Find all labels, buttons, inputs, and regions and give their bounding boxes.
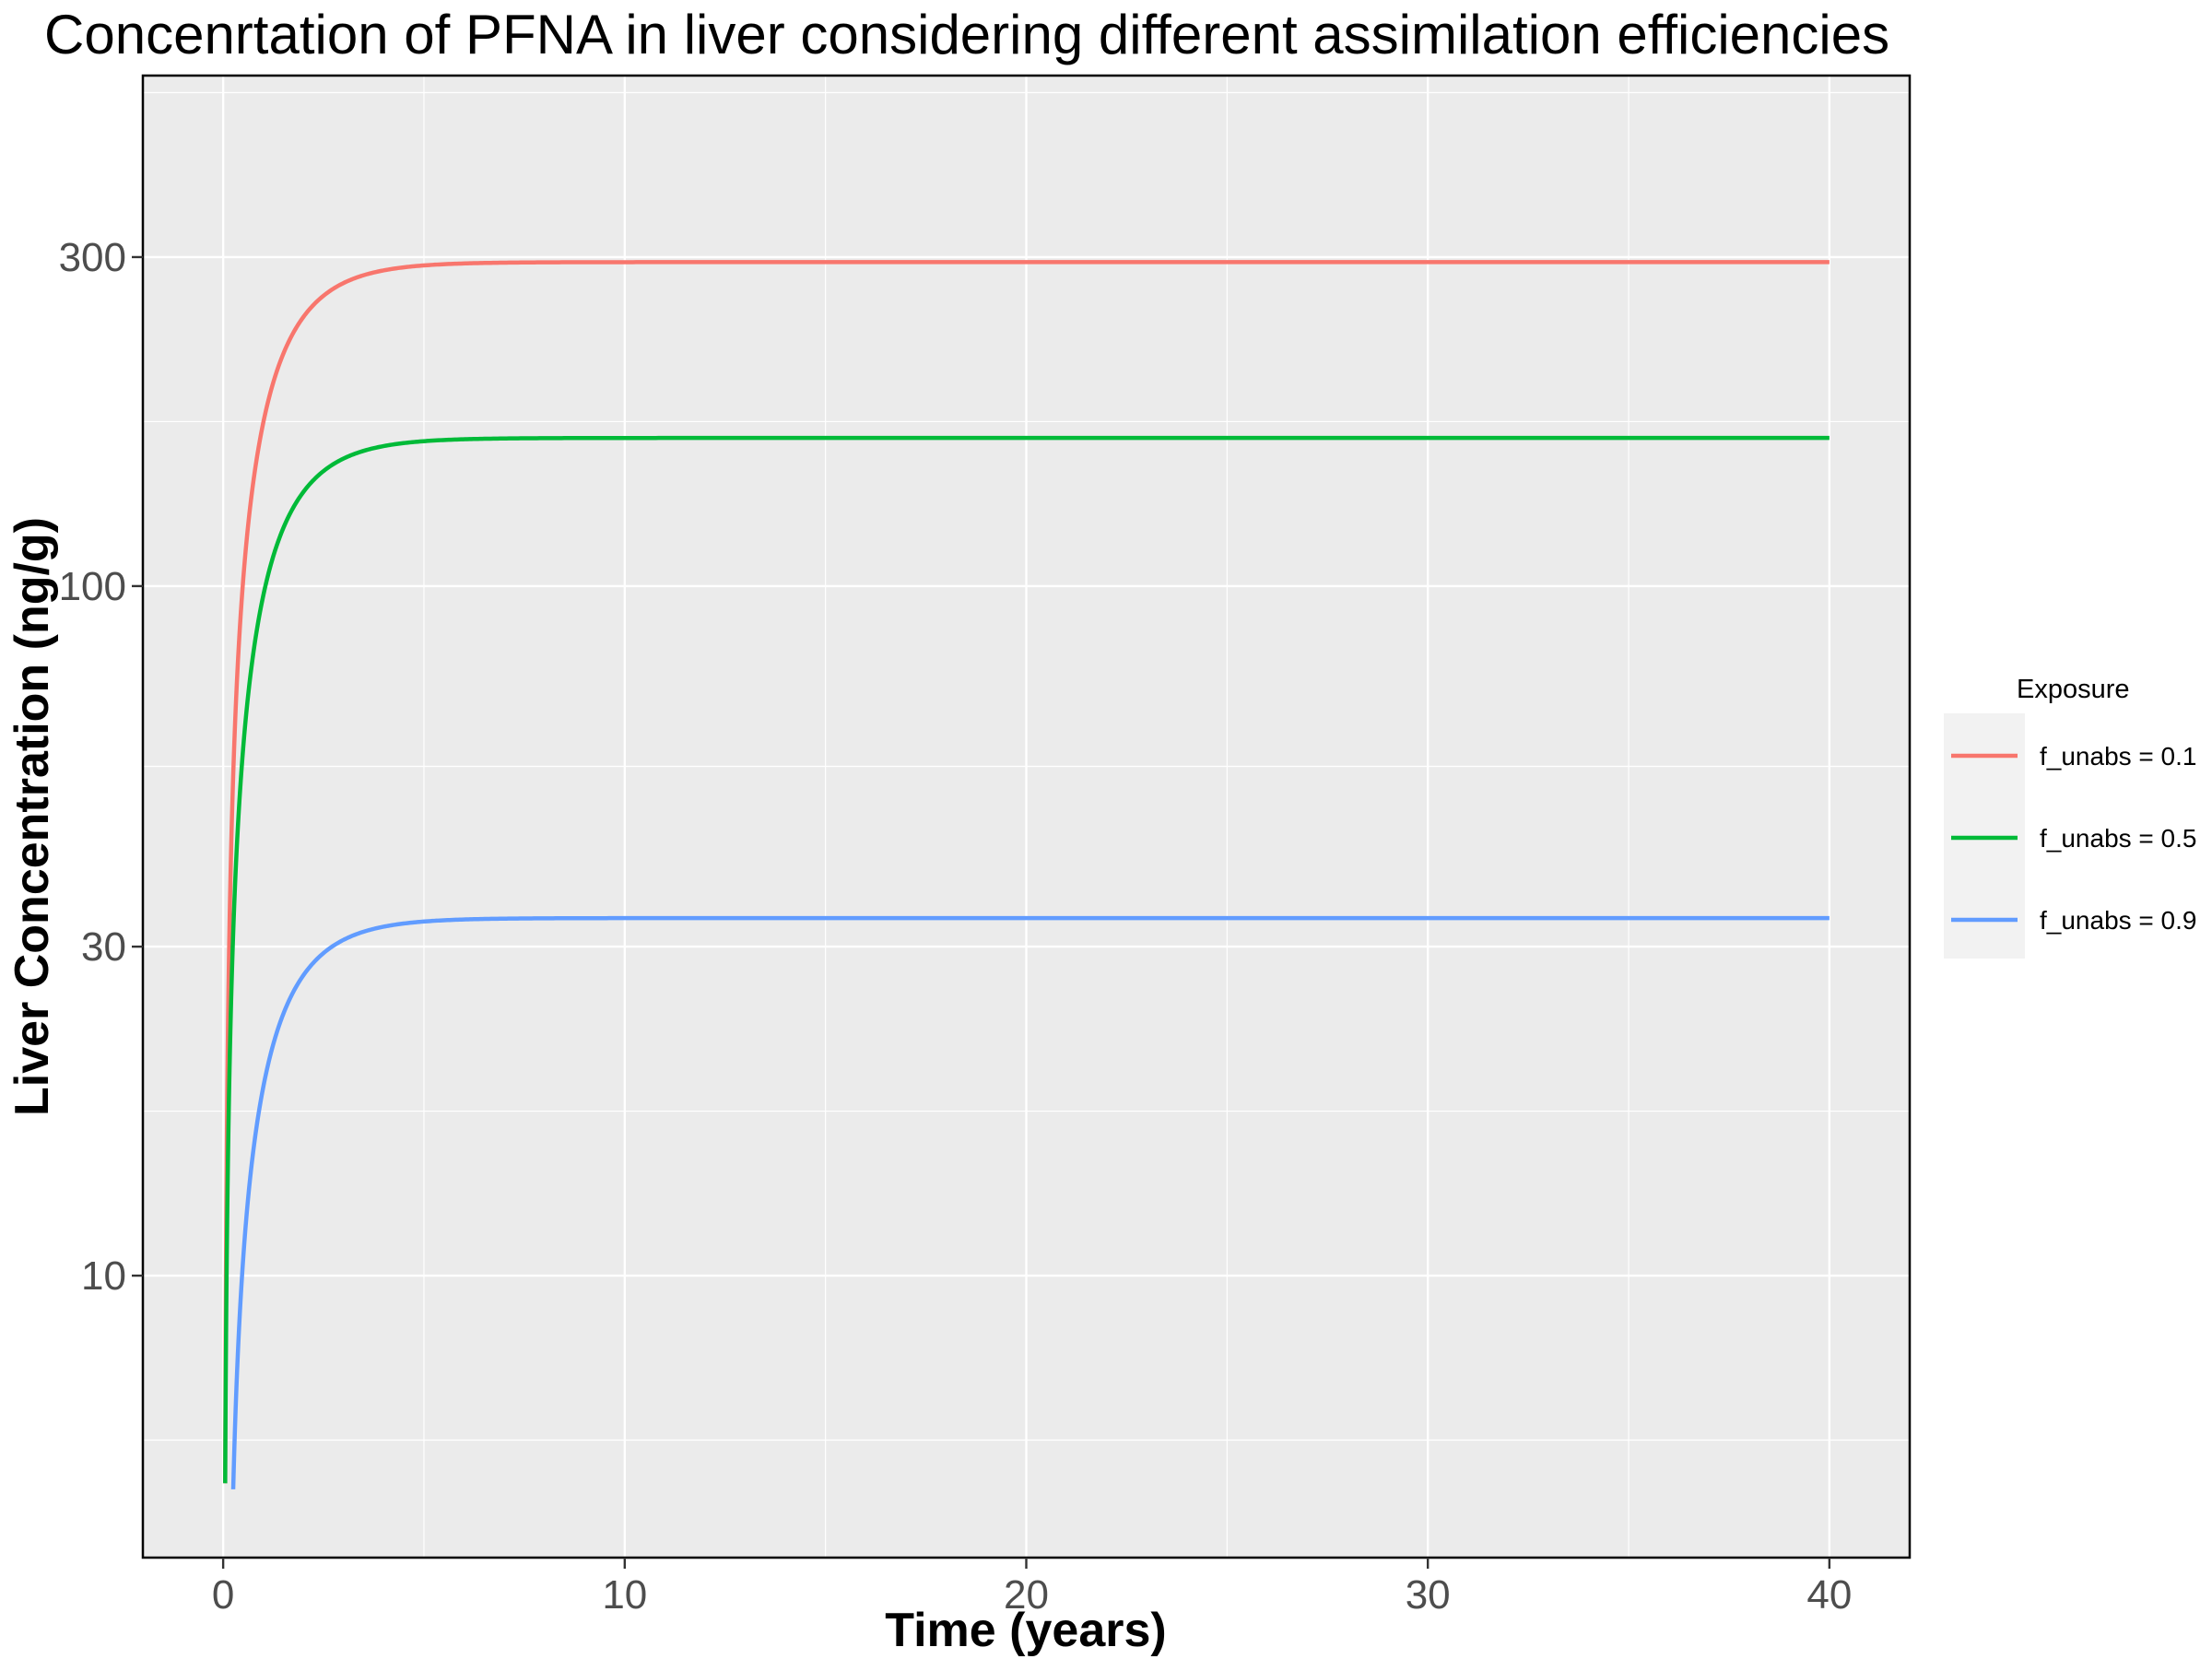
x-tick-label: 10: [602, 1572, 647, 1618]
x-tick-label: 30: [1406, 1572, 1451, 1618]
series-line-2: [223, 435, 1830, 1486]
y-axis: 10 30 100 300: [59, 235, 143, 1299]
series-group: [223, 260, 1830, 1492]
y-tick-label: 30: [81, 924, 126, 970]
x-tick-label: 0: [212, 1572, 234, 1618]
y-axis-title: Liver Concentration (ng/g): [6, 517, 59, 1116]
legend-label-2: f_unabs = 0.5: [2040, 824, 2196, 853]
grid-major: [143, 76, 1910, 1558]
legend: Exposure f_unabs = 0.1f_unabs = 0.5f_una…: [1944, 675, 2196, 959]
x-tick-label: 40: [1806, 1572, 1852, 1618]
legend-label-3: f_unabs = 0.9: [2040, 906, 2196, 935]
x-tick-label: 20: [1004, 1572, 1049, 1618]
y-tick-label: 10: [81, 1253, 126, 1299]
legend-label-1: f_unabs = 0.1: [2040, 742, 2196, 771]
y-tick-label: 100: [59, 564, 126, 609]
series-line-1: [223, 260, 1830, 1485]
chart-title: Concenrtation of PFNA in liver consideri…: [44, 4, 1889, 65]
x-axis: 0 10 20 30 40: [212, 1558, 1852, 1618]
y-tick-label: 300: [59, 235, 126, 280]
x-axis-title: Time (years): [885, 1604, 1166, 1657]
legend-title: Exposure: [2017, 675, 2130, 704]
series-line-3: [230, 915, 1830, 1492]
legend-items: f_unabs = 0.1 f_unabs = 0.5 f_unabs = 0.9: [1951, 742, 2196, 935]
